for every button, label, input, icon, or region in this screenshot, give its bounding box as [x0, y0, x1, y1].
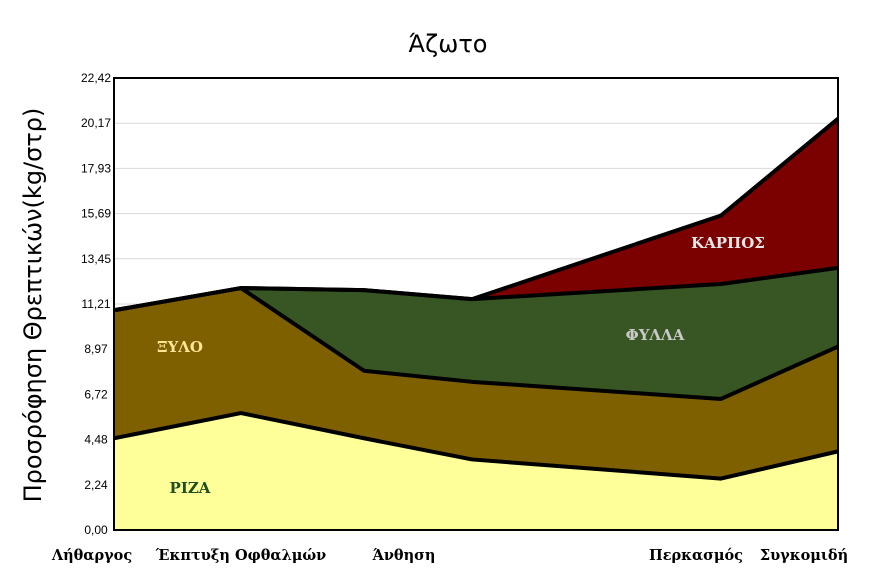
- y-tick-label: 17,93: [81, 161, 111, 175]
- y-tick-label: 4,48: [84, 433, 108, 447]
- series-label: ΦΥΛΛΑ: [626, 326, 685, 344]
- x-tick-label: Συγκομιδή: [760, 547, 848, 564]
- plot-border: [113, 77, 839, 531]
- series-outlines: [113, 117, 840, 481]
- y-tick-label: 0,00: [84, 523, 108, 537]
- plot-areas: [114, 118, 838, 530]
- series-label: ΡΙΖΑ: [170, 479, 211, 497]
- y-tick-label: 15,69: [81, 207, 111, 221]
- x-tick-label: Άνθηση: [372, 547, 436, 564]
- y-tick-label: 6,72: [84, 387, 108, 401]
- x-tick-label: Περκασμός: [649, 547, 743, 564]
- y-tick-label: 8,97: [84, 342, 108, 356]
- y-axis-ticks: 0,00 2,24 4,48 6,72 8,97 11,21 13,45 15,69 17,93…: [81, 71, 111, 537]
- x-axis-ticks: Λήθαργος Έκπτυξη Οφθαλμών Άνθηση Περκασμός Σ…: [51, 547, 848, 564]
- y-axis-label: Προσρόφηση Θρεπτικών(kg/στρ): [19, 108, 47, 503]
- y-tick-label: 22,42: [81, 71, 111, 85]
- series-outline-ΚΑΡΠΟΣ: [113, 117, 840, 313]
- x-tick-label: Λήθαργος: [51, 547, 133, 564]
- y-tick-label: 13,45: [81, 252, 111, 266]
- series-outline-ΡΙΖΑ: [113, 411, 839, 481]
- x-tick-label: Έκπτυξη Οφθαλμών: [155, 547, 326, 564]
- area-ΚΑΡΠΟΣ: [114, 118, 838, 311]
- area-ΡΙΖΑ: [114, 413, 838, 530]
- y-tick-label: 20,17: [81, 116, 111, 130]
- area-ΦΥΛΛΑ: [114, 267, 838, 399]
- y-tick-label: 2,24: [84, 478, 108, 492]
- series-label: ΚΑΡΠΟΣ: [691, 234, 765, 252]
- chart-title: Άζωτο: [409, 30, 488, 58]
- series-label: ΞΥΛΟ: [157, 338, 203, 356]
- series-labels: ΡΙΖΑ ΞΥΛΟ ΦΥΛΛΑ ΚΑΡΠΟΣ: [157, 234, 765, 497]
- y-tick-label: 11,21: [81, 297, 110, 311]
